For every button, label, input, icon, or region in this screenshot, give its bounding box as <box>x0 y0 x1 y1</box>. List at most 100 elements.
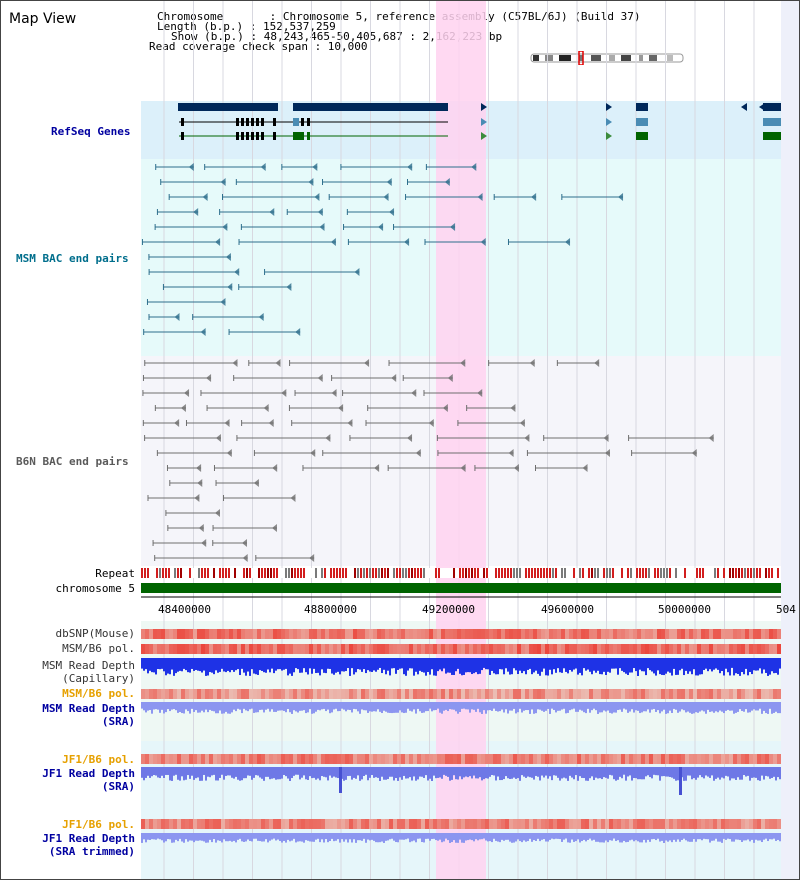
jf1-sra-depth-bar <box>631 767 633 781</box>
polymorphism-cell <box>649 819 653 829</box>
polymorphism-cell <box>321 629 325 639</box>
msm-sra-depth-bar <box>645 702 647 712</box>
polymorphism-cell <box>217 819 221 829</box>
msm-capillary-depth-bar <box>395 658 397 674</box>
msm-sra-depth-bar <box>169 702 171 712</box>
track-label-jf1-b6-pol[interactable]: JF1/B6 pol. <box>62 753 135 766</box>
repeat-element <box>207 568 209 578</box>
polymorphism-cell <box>357 644 361 654</box>
jf1-trimmed-depth-bar <box>541 833 543 840</box>
polymorphism-cell <box>325 689 329 699</box>
msm-sra-depth-bar <box>433 702 435 711</box>
jf1-sra-depth-bar <box>241 767 243 781</box>
msm-capillary-depth-bar <box>371 658 373 672</box>
track-label-msm-b6-pol[interactable]: MSM/B6 pol. <box>62 642 135 655</box>
msm-capillary-depth-bar <box>489 658 491 675</box>
polymorphism-cell <box>557 689 561 699</box>
jf1-sra-depth-bar <box>593 767 595 781</box>
jf1-trimmed-depth-bar <box>377 833 379 843</box>
track-label-msm-b6-pol-sra[interactable]: MSM/B6 pol. <box>62 687 135 700</box>
msm-capillary-depth-bar <box>713 658 715 670</box>
jf1-sra-depth-bar <box>489 767 491 777</box>
jf1-trimmed-depth-bar <box>565 833 567 839</box>
msm-sra-depth-bar <box>153 702 155 710</box>
track-label-jf1-depth-trim[interactable]: JF1 Read Depth <box>42 832 135 845</box>
polymorphism-cell <box>513 819 517 829</box>
polymorphism-cell <box>253 819 257 829</box>
polymorphism-cell <box>629 754 633 764</box>
polymorphism-cell <box>709 644 713 654</box>
msm-capillary-depth-bar <box>273 658 275 674</box>
msm-sra-depth-bar <box>559 702 561 711</box>
b6n-bac-pair-end <box>460 464 466 472</box>
jf1-sra-depth-bar <box>711 767 713 776</box>
msm-sra-depth-bar <box>655 702 657 712</box>
polymorphism-cell <box>329 754 333 764</box>
track-label-msm-bac[interactable]: MSM BAC end pairs <box>16 252 129 265</box>
jf1-trimmed-depth-bar <box>387 833 389 841</box>
msm-capillary-depth-bar <box>397 658 399 670</box>
polymorphism-cell <box>169 819 173 829</box>
msm-bac-pair-end <box>269 208 275 216</box>
msm-sra-depth-bar <box>549 702 551 714</box>
polymorphism-cell <box>697 629 701 639</box>
polymorphism-cell <box>269 754 273 764</box>
track-label-msm-depth-sra[interactable]: MSM Read Depth <box>42 702 135 715</box>
polymorphism-cell <box>269 629 273 639</box>
jf1-trimmed-depth-bar <box>227 833 229 842</box>
track-label-refseq[interactable]: RefSeq Genes <box>51 125 131 138</box>
jf1-sra-depth-bar <box>465 767 467 777</box>
jf1-sra-depth-bar <box>267 767 269 777</box>
msm-capillary-depth-bar <box>601 658 603 675</box>
polymorphism-cell <box>249 644 253 654</box>
msm-capillary-depth-bar <box>531 658 533 675</box>
jf1-sra-depth-bar <box>251 767 253 780</box>
polymorphism-cell <box>237 644 241 654</box>
polymorphism-cell <box>601 629 605 639</box>
msm-capillary-depth-bar <box>391 658 393 669</box>
jf1-trimmed-depth-bar <box>577 833 579 840</box>
msm-sra-depth-bar <box>761 702 763 714</box>
repeat-element <box>462 568 464 578</box>
repeat-element <box>291 568 293 578</box>
msm-bac-pair-end <box>220 298 226 306</box>
repeat-element <box>375 568 377 578</box>
polymorphism-cell <box>377 629 381 639</box>
b6n-bac-pair-end <box>691 449 697 457</box>
jf1-trimmed-depth-bar <box>173 833 175 843</box>
msm-sra-depth-bar <box>341 702 343 709</box>
polymorphism-cell <box>621 819 625 829</box>
jf1-sra-depth-bar <box>183 767 185 781</box>
polymorphism-cell <box>389 689 393 699</box>
polymorphism-cell <box>457 819 461 829</box>
jf1-trimmed-depth-bar <box>329 833 331 841</box>
polymorphism-cell <box>157 644 161 654</box>
track-label-jf1-depth-sra[interactable]: JF1 Read Depth <box>42 767 135 780</box>
polymorphism-cell <box>209 644 213 654</box>
msm-sra-depth-bar <box>291 702 293 714</box>
polymorphism-cell <box>773 689 777 699</box>
b6n-bac-pair-end <box>529 359 535 367</box>
polymorphism-cell <box>417 629 421 639</box>
track-label-b6n-bac[interactable]: B6N BAC end pairs <box>16 455 129 468</box>
repeat-element <box>438 568 440 578</box>
polymorphism-cell <box>333 819 337 829</box>
msm-capillary-depth-bar <box>563 658 565 669</box>
track-label-chromosome[interactable]: chromosome 5 <box>55 582 135 595</box>
track-label-repeat[interactable]: Repeat <box>95 567 135 580</box>
jf1-sra-depth-bar <box>607 767 609 779</box>
msm-sra-depth-bar <box>397 702 399 713</box>
track-label-msm-depth-capillary[interactable]: MSM Read Depth <box>42 659 135 672</box>
track-label-dbsnp[interactable]: dbSNP(Mouse) <box>55 627 135 640</box>
track-label-jf1-b6-pol-2[interactable]: JF1/B6 pol. <box>62 818 135 831</box>
polymorphism-cell <box>721 629 725 639</box>
repeat-element <box>165 568 167 578</box>
jf1-sra-depth-bar <box>397 767 399 781</box>
msm-sra-depth-bar <box>693 702 695 714</box>
polymorphism-cell <box>169 754 173 764</box>
msm-capillary-depth-bar <box>439 658 441 670</box>
jf1-sra-depth-bar <box>405 767 407 779</box>
jf1-trimmed-depth-bar <box>493 833 495 839</box>
msm-sra-depth-bar <box>541 702 543 711</box>
